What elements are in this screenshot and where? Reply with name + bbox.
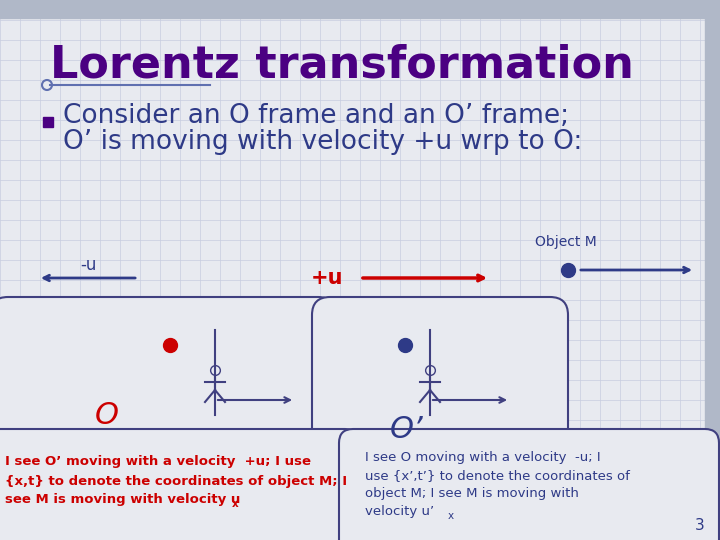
Text: {x,t} to denote the coordinates of object M; I: {x,t} to denote the coordinates of objec… xyxy=(5,475,347,488)
FancyBboxPatch shape xyxy=(312,297,568,473)
Text: object M; I see M is moving with: object M; I see M is moving with xyxy=(365,488,579,501)
Text: x: x xyxy=(448,511,454,521)
Text: 3: 3 xyxy=(695,517,705,532)
Bar xyxy=(0,0,720,18)
Text: +u: +u xyxy=(310,268,343,288)
Text: -u: -u xyxy=(80,256,96,274)
FancyBboxPatch shape xyxy=(339,429,719,540)
Bar xyxy=(705,0,720,540)
Text: Object M: Object M xyxy=(535,235,597,249)
FancyBboxPatch shape xyxy=(0,429,359,540)
Text: I see O’ moving with a velocity  +u; I use: I see O’ moving with a velocity +u; I us… xyxy=(5,456,311,469)
Text: Consider an O frame and an O’ frame;: Consider an O frame and an O’ frame; xyxy=(63,103,569,129)
Text: x: x xyxy=(232,499,239,509)
Text: I see O moving with a velocity  -u; I: I see O moving with a velocity -u; I xyxy=(365,451,600,464)
Text: velocity u’: velocity u’ xyxy=(365,505,434,518)
Text: O’ is moving with velocity +u wrp to O:: O’ is moving with velocity +u wrp to O: xyxy=(63,129,582,155)
Text: O: O xyxy=(95,401,119,429)
Text: see M is moving with velocity u: see M is moving with velocity u xyxy=(5,494,240,507)
Text: use {x’,t’} to denote the coordinates of: use {x’,t’} to denote the coordinates of xyxy=(365,469,630,483)
Text: Lorentz transformation: Lorentz transformation xyxy=(50,44,634,86)
FancyBboxPatch shape xyxy=(0,297,336,473)
Text: O’: O’ xyxy=(390,415,424,444)
